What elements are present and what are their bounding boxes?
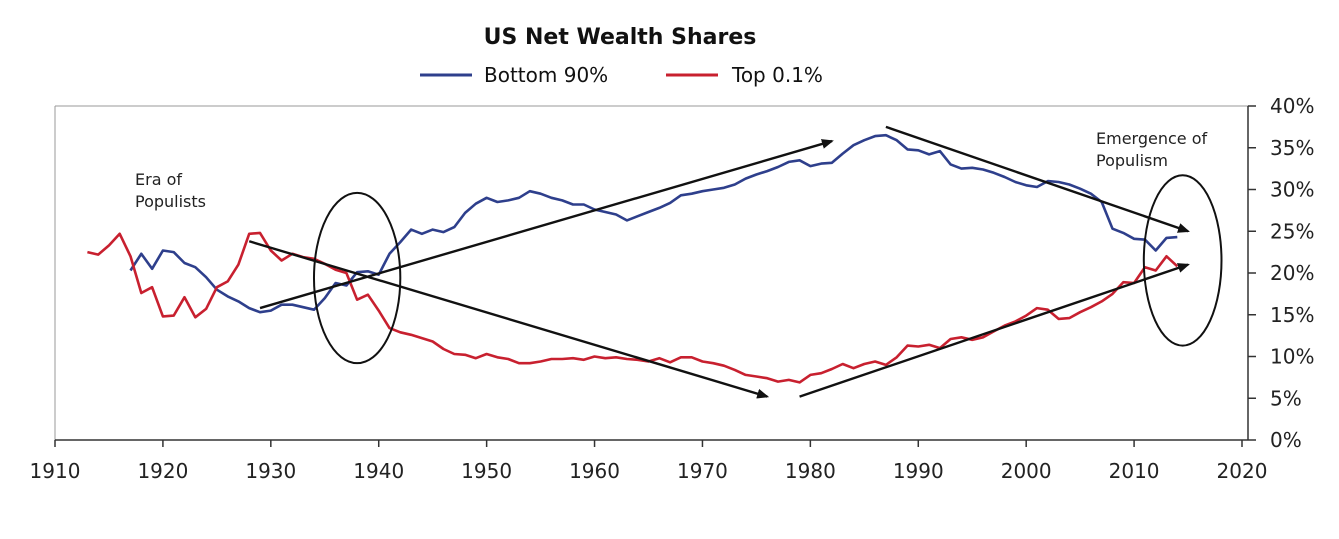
y-tick-label: 20%	[1270, 261, 1314, 285]
highlight-ellipse	[1142, 174, 1223, 347]
annotation-emergence-of-populism: Emergence of Populism	[1096, 129, 1207, 170]
legend: Bottom 90% Top 0.1%	[420, 63, 823, 87]
y-tick-label: 10%	[1270, 345, 1314, 369]
annotation-line: Populism	[1096, 151, 1168, 170]
legend-label-top-0-1: Top 0.1%	[731, 63, 823, 87]
chart-title: US Net Wealth Shares	[484, 25, 757, 50]
x-tick-label: 2020	[1217, 459, 1268, 483]
y-tick-label: 30%	[1270, 178, 1314, 202]
y-tick-label: 5%	[1270, 386, 1302, 410]
trend-arrow	[259, 139, 834, 310]
x-tick-label: 1970	[677, 459, 728, 483]
x-tick-label: 1920	[137, 459, 188, 483]
x-tick-label: 2000	[1001, 459, 1052, 483]
y-tick-label: 15%	[1270, 303, 1314, 327]
y-tick-label: 0%	[1270, 428, 1302, 452]
x-tick-label: 1950	[461, 459, 512, 483]
trend-arrow	[885, 125, 1190, 233]
y-tick-label: 25%	[1270, 219, 1314, 243]
x-tick-label: 1960	[569, 459, 620, 483]
legend-label-bottom-90: Bottom 90%	[484, 63, 608, 87]
x-tick-label: 1940	[353, 459, 404, 483]
annotation-line: Emergence of	[1096, 129, 1207, 148]
annotation-line: Populists	[135, 192, 206, 211]
annotation-era-of-populists: Era of Populists	[135, 170, 206, 211]
y-tick-label: 40%	[1270, 94, 1314, 118]
x-axis-ticks: 1910 1920 1930 1940 1950 1960 1970 1980 1990 2000…	[30, 440, 1268, 483]
x-tick-label: 1980	[785, 459, 836, 483]
x-tick-label: 1930	[245, 459, 296, 483]
x-tick-label: 1910	[30, 459, 81, 483]
x-tick-label: 1990	[893, 459, 944, 483]
trend-arrows	[248, 125, 1190, 399]
highlight-ellipses	[312, 174, 1223, 365]
y-tick-label: 35%	[1270, 136, 1314, 160]
y-axis-ticks: 0% 5% 10% 15% 20% 25% 30% 35% 40%	[1248, 94, 1314, 452]
trend-arrow	[799, 263, 1190, 398]
x-tick-label: 2010	[1109, 459, 1160, 483]
series-line-bottom-90	[129, 133, 1178, 314]
highlight-ellipse	[312, 191, 402, 365]
trend-arrow	[248, 240, 770, 399]
annotation-line: Era of	[135, 170, 182, 189]
